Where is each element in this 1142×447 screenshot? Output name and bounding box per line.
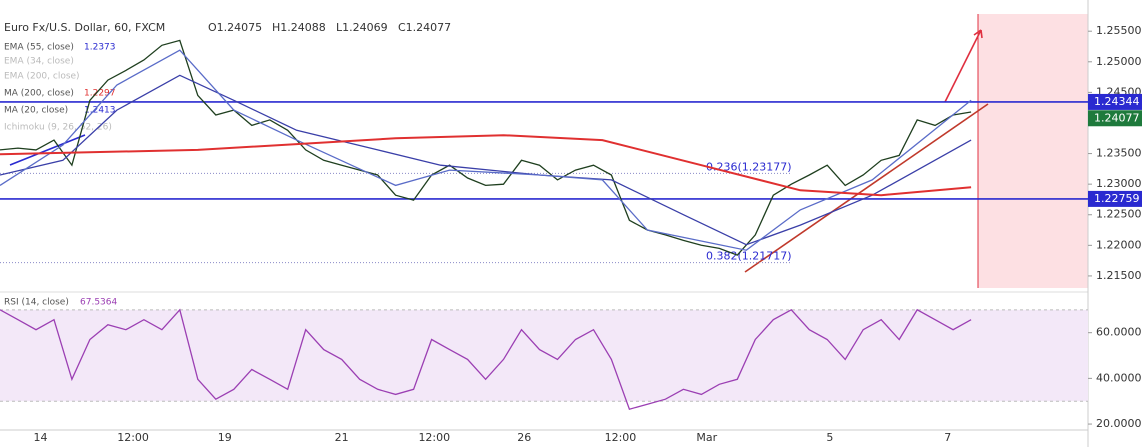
- series-line: [0, 74, 972, 246]
- y-tick-label: 20.0000: [1096, 417, 1142, 430]
- y-tick-label: 1.22000: [1096, 238, 1142, 251]
- ohlc: C1.24077: [398, 21, 451, 34]
- y-tick-label: 1.23000: [1096, 177, 1142, 190]
- ohlc: L1.24069: [336, 21, 388, 34]
- x-tick-label: 26: [517, 431, 531, 444]
- arrow: [944, 29, 982, 103]
- y-tick-label: 1.25500: [1096, 24, 1142, 37]
- x-tick-label: 12:00: [117, 431, 149, 444]
- price-tag-label: 1.22759: [1094, 192, 1140, 205]
- y-tick-label: 40.0000: [1096, 371, 1142, 384]
- x-tick-label: 21: [335, 431, 349, 444]
- legend-name: MA (20, close): [4, 106, 68, 116]
- price-tag: [1088, 93, 1142, 110]
- legend-value: 1.2413: [84, 106, 116, 116]
- price-tag-label: 1.24344: [1094, 95, 1140, 108]
- ohlc: H1.24088: [272, 21, 326, 34]
- x-tick-label: 14: [33, 431, 47, 444]
- y-tick-label: 60.0000: [1096, 326, 1142, 339]
- x-tick-label: 12:00: [605, 431, 637, 444]
- legend-value: 1.2297: [84, 89, 116, 99]
- arrow-head: [973, 29, 983, 39]
- trend-line: [744, 103, 989, 273]
- series-line: [0, 308, 972, 410]
- target-zone: [978, 14, 1088, 288]
- legend-name: Ichimoku (9, 26, 52, 26): [4, 123, 112, 133]
- series-line: [0, 49, 972, 251]
- x-tick-label: 5: [826, 431, 833, 444]
- y-tick-label: 1.21500: [1096, 269, 1142, 282]
- fib-label: 0.382(1.21717): [706, 250, 792, 263]
- y-tick-label: 1.22500: [1096, 208, 1142, 221]
- rsi-title: RSI (14, close): [4, 298, 69, 308]
- legend-name: MA (200, close): [4, 89, 74, 99]
- x-tick-label: 12:00: [418, 431, 450, 444]
- rsi-value: 67.5364: [80, 298, 117, 308]
- legend-name: EMA (55, close): [4, 43, 74, 53]
- x-tick-label: 7: [944, 431, 951, 444]
- y-tick-label: 1.25000: [1096, 55, 1142, 68]
- fib-label: 0.236(1.23177): [706, 160, 792, 173]
- symbol: Euro Fx/U.S. Dollar, 60, FXCM: [4, 21, 165, 34]
- rsi-band: [0, 309, 1088, 402]
- series-line: [0, 39, 972, 256]
- x-tick-label: 19: [218, 431, 232, 444]
- legend-name: EMA (34, close): [4, 57, 74, 67]
- y-tick-label: 1.23500: [1096, 147, 1142, 160]
- legend-name: EMA (200, close): [4, 72, 80, 82]
- trend-line: [9, 134, 86, 166]
- series-line: [0, 134, 972, 197]
- price-tag-label: 1.24077: [1094, 111, 1140, 124]
- legend-value: 1.2373: [84, 43, 116, 53]
- ohlc: O1.24075: [208, 21, 262, 34]
- price-tag: [1088, 190, 1142, 207]
- x-tick-label: Mar: [696, 431, 717, 444]
- price-tag: [1088, 110, 1142, 127]
